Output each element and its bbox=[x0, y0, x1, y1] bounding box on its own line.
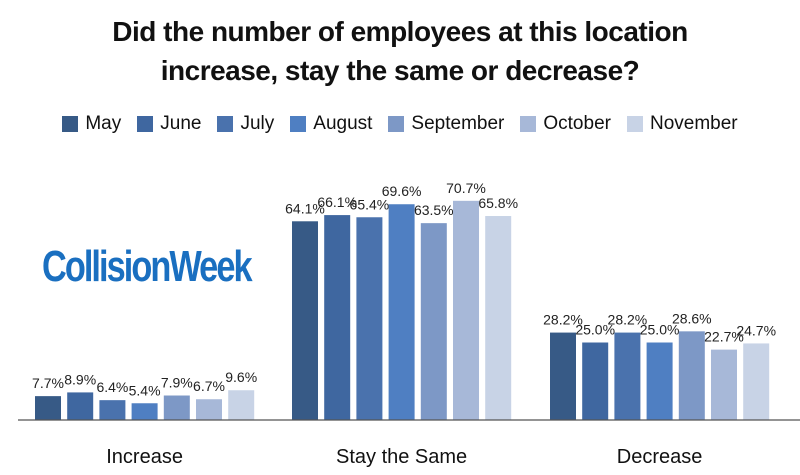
legend-label: August bbox=[313, 113, 373, 134]
bar-increase-october bbox=[196, 399, 222, 420]
data-label: 22.7% bbox=[704, 329, 744, 345]
legend-swatch bbox=[388, 116, 405, 132]
data-label: 8.9% bbox=[64, 371, 96, 387]
bar-decrease-august bbox=[646, 342, 673, 420]
legend-label: July bbox=[240, 113, 275, 134]
legend-item-may: May bbox=[62, 113, 121, 135]
category-label: Increase bbox=[106, 446, 183, 468]
bar-decrease-july bbox=[614, 332, 641, 420]
legend-item-august: August bbox=[290, 113, 372, 135]
legend-label: May bbox=[85, 113, 122, 134]
chart-title-line-2: increase, stay the same or decrease? bbox=[160, 55, 640, 86]
bar-decrease-november bbox=[743, 343, 770, 420]
data-label: 25.0% bbox=[640, 322, 680, 338]
legend-label: October bbox=[543, 113, 611, 134]
data-label: 63.5% bbox=[414, 202, 454, 218]
data-label: 65.4% bbox=[350, 196, 390, 212]
bar-decrease-october bbox=[711, 349, 737, 420]
data-label: 28.6% bbox=[672, 310, 712, 326]
legend-swatch bbox=[520, 116, 537, 132]
data-label: 69.6% bbox=[382, 183, 422, 199]
legend-swatch bbox=[62, 116, 79, 132]
legend-label: September bbox=[411, 113, 505, 134]
legend-item-october: October bbox=[520, 113, 611, 135]
bar-decrease-june bbox=[582, 342, 609, 420]
bar-stay-the-same-may bbox=[292, 221, 318, 420]
legend-swatch bbox=[626, 116, 643, 132]
data-label: 64.1% bbox=[285, 200, 325, 216]
legend-item-june: June bbox=[137, 113, 201, 135]
data-label: 6.4% bbox=[96, 379, 128, 395]
legend-label: June bbox=[160, 113, 202, 134]
collisionweek-logo: CollisionWeek bbox=[42, 242, 253, 291]
data-label: 5.4% bbox=[129, 382, 161, 398]
chart-title-line-1: Did the number of employees at this loca… bbox=[112, 16, 688, 47]
data-label: 70.7% bbox=[446, 180, 486, 196]
data-label: 7.7% bbox=[32, 375, 64, 391]
bar-stay-the-same-june bbox=[324, 215, 351, 420]
data-label: 28.2% bbox=[543, 312, 583, 328]
bar-increase-november bbox=[228, 390, 255, 420]
legend-swatch bbox=[217, 116, 234, 132]
data-label: 25.0% bbox=[575, 322, 615, 338]
data-label: 65.8% bbox=[478, 195, 518, 211]
legend-swatch bbox=[137, 116, 154, 132]
data-label: 24.7% bbox=[736, 322, 776, 338]
bar-increase-june bbox=[67, 392, 94, 420]
data-label: 7.9% bbox=[161, 375, 193, 391]
bar-decrease-september bbox=[678, 331, 705, 420]
data-label: 9.6% bbox=[225, 369, 257, 385]
bar-increase-july bbox=[99, 400, 126, 420]
bar-stay-the-same-september bbox=[420, 223, 447, 420]
legend-item-november: November bbox=[626, 113, 738, 135]
bar-decrease-may bbox=[550, 332, 576, 420]
data-label: 6.7% bbox=[193, 378, 225, 394]
chart-legend: May June July August September October Novembe… bbox=[0, 113, 800, 138]
legend-item-july: July bbox=[217, 113, 274, 135]
chart-title: Did the number of employees at this loca… bbox=[0, 12, 800, 90]
category-label: Stay the Same bbox=[336, 446, 467, 468]
data-label: 28.2% bbox=[608, 312, 648, 328]
bar-increase-may bbox=[35, 396, 61, 420]
bar-increase-august bbox=[131, 403, 158, 420]
data-label: 66.1% bbox=[317, 194, 357, 210]
bar-stay-the-same-july bbox=[356, 217, 383, 420]
category-label: Decrease bbox=[617, 446, 703, 468]
bar-stay-the-same-october bbox=[453, 200, 479, 420]
bar-increase-september bbox=[163, 395, 190, 420]
bar-stay-the-same-august bbox=[388, 204, 415, 420]
bar-stay-the-same-november bbox=[485, 216, 512, 420]
legend-item-september: September bbox=[388, 113, 504, 135]
legend-label: November bbox=[649, 113, 738, 134]
legend-swatch bbox=[290, 116, 307, 132]
